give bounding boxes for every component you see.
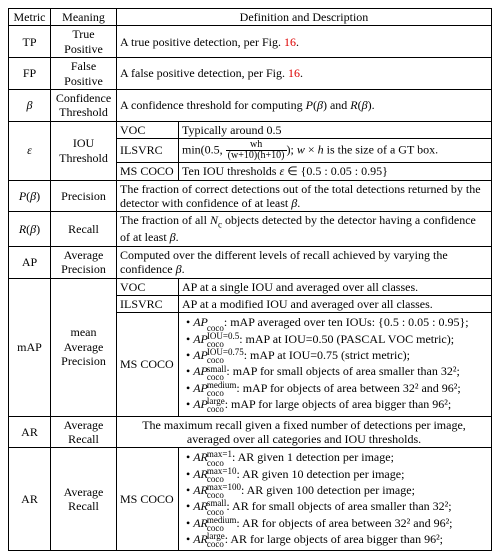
list-item: ARmax=1coco: AR given 1 detection per im… [186, 450, 488, 466]
meaning-pbeta: Precision [51, 180, 117, 212]
list-item: APmediumcoco: mAP for objects of area be… [186, 381, 488, 397]
def-pbeta: The fraction of correct detections out o… [117, 180, 492, 212]
row-beta: β ConfidenceThreshold A confidence thres… [9, 89, 492, 121]
metrics-table: Metric Meaning Definition and Descriptio… [8, 8, 492, 551]
def-tp: A true positive detection, per Fig. 16. [117, 26, 492, 58]
row-ap: AP AveragePrecision Computed over the di… [9, 246, 492, 278]
metric-fp: FP [9, 58, 51, 90]
label-coco: MS COCO [117, 448, 179, 551]
fig-ref: 16 [288, 66, 300, 80]
label-coco: MS COCO [117, 313, 179, 416]
row-rbeta: R(β) Recall The fraction of all Nc objec… [9, 212, 492, 247]
map-coco-list: AP coco: mAP averaged over ten IOUs: {0.… [186, 315, 488, 413]
def-fp: A false positive detection, per Fig. 16. [117, 58, 492, 90]
row-fp: FP FalsePositive A false positive detect… [9, 58, 492, 90]
metric-eps: ε [9, 121, 51, 180]
def-map-voc: AP at a single IOU and averaged over all… [179, 278, 492, 295]
col-metric: Metric [9, 9, 51, 26]
metric-rbeta: R(β) [9, 212, 51, 247]
row-pbeta: P(β) Precision The fraction of correct d… [9, 180, 492, 212]
label-voc: VOC [117, 121, 179, 138]
label-ilsvrc: ILSVRC [117, 139, 179, 163]
list-item: ARsmallcoco: AR for small objects of are… [186, 499, 488, 515]
metric-ar1: AR [9, 416, 51, 448]
row-ar2: AR AverageRecall MS COCO ARmax=1coco: AR… [9, 448, 492, 551]
metric-ar2: AR [9, 448, 51, 551]
def-ar2-coco: ARmax=1coco: AR given 1 detection per im… [179, 448, 492, 551]
meaning-eps: IOUThreshold [51, 121, 117, 180]
list-item: APIOU=0.75coco: mAP at IOU=0.75 (strict … [186, 348, 488, 364]
def-beta: A confidence threshold for computing P(β… [117, 89, 492, 121]
list-item: ARlargecoco: AR for large objects of are… [186, 532, 488, 548]
list-item: APsmallcoco: mAP for small objects of ar… [186, 364, 488, 380]
list-item: APIOU=0.5coco: mAP at IOU=0.50 (PASCAL V… [186, 332, 488, 348]
meaning-ar1: AverageRecall [51, 416, 117, 448]
meaning-map: meanAveragePrecision [51, 278, 117, 416]
metric-ap: AP [9, 246, 51, 278]
list-item: AP coco: mAP averaged over ten IOUs: {0.… [186, 315, 488, 331]
metric-map: mAP [9, 278, 51, 416]
def-eps-coco: Ten IOU thresholds ε ∈ {0.5 : 0.05 : 0.9… [179, 163, 492, 180]
def-map-coco: AP coco: mAP averaged over ten IOUs: {0.… [179, 313, 492, 416]
metric-beta: β [9, 89, 51, 121]
def-ap: Computed over the different levels of re… [117, 246, 492, 278]
row-tp: TP TruePositive A true positive detectio… [9, 26, 492, 58]
meaning-fp: FalsePositive [51, 58, 117, 90]
row-map-voc: mAP meanAveragePrecision VOC AP at a sin… [9, 278, 492, 295]
metric-tp: TP [9, 26, 51, 58]
meaning-ap: AveragePrecision [51, 246, 117, 278]
label-voc: VOC [117, 278, 179, 295]
fig-ref: 16 [284, 35, 296, 49]
list-item: ARmax=10coco: AR given 10 detection per … [186, 467, 488, 483]
label-ilsvrc: ILSVRC [117, 296, 179, 313]
row-eps-voc: ε IOUThreshold VOC Typically around 0.5 [9, 121, 492, 138]
def-eps-voc: Typically around 0.5 [179, 121, 492, 138]
metric-pbeta: P(β) [9, 180, 51, 212]
ar-coco-list: ARmax=1coco: AR given 1 detection per im… [186, 450, 488, 548]
def-eps-ilsvrc: min(0.5, wh (w+10)(h+10) ); w × h is the… [179, 139, 492, 163]
def-ar1: The maximum recall given a fixed number … [117, 416, 492, 448]
row-ar1: AR AverageRecall The maximum recall give… [9, 416, 492, 448]
meaning-beta: ConfidenceThreshold [51, 89, 117, 121]
meaning-ar2: AverageRecall [51, 448, 117, 551]
meaning-rbeta: Recall [51, 212, 117, 247]
list-item: ARmediumcoco: AR for objects of area bet… [186, 516, 488, 532]
list-item: ARmax=100coco: AR given 100 detection pe… [186, 483, 488, 499]
col-definition: Definition and Description [117, 9, 492, 26]
def-map-ilsvrc: AP at a modified IOU and averaged over a… [179, 296, 492, 313]
label-coco: MS COCO [117, 163, 179, 180]
def-rbeta: The fraction of all Nc objects detected … [117, 212, 492, 247]
list-item: APlargecoco: mAP for large objects of ar… [186, 397, 488, 413]
meaning-tp: TruePositive [51, 26, 117, 58]
col-meaning: Meaning [51, 9, 117, 26]
table-header: Metric Meaning Definition and Descriptio… [9, 9, 492, 26]
